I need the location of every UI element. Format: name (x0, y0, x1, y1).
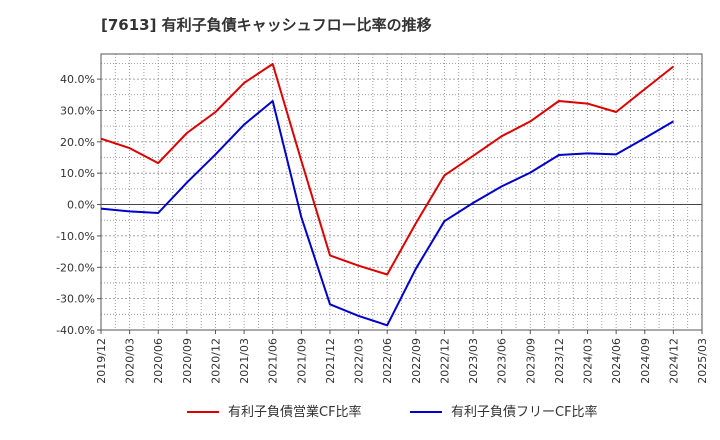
x-tick-label: 2023/12 (553, 338, 566, 384)
x-tick-label: 2025/03 (696, 338, 709, 384)
y-tick-label: 0.0% (67, 199, 95, 212)
y-tick-label: 20.0% (60, 136, 95, 149)
x-tick-label: 2019/12 (95, 338, 108, 384)
series-line-2 (100, 100, 674, 327)
y-tick-label: 40.0% (60, 73, 95, 86)
x-tick-label: 2021/09 (295, 338, 308, 384)
x-tick-label: 2021/12 (324, 338, 337, 384)
x-tick-label: 2020/12 (209, 338, 222, 384)
x-tick-label: 2024/12 (667, 338, 680, 384)
legend: 有利子負債営業CF比率 有利子負債フリーCF比率 (187, 404, 598, 420)
x-tick-label: 2020/09 (181, 338, 194, 384)
x-tick-label: 2022/12 (438, 338, 451, 384)
x-tick-label: 2024/09 (639, 338, 652, 384)
x-tick-label: 2022/03 (353, 338, 366, 384)
x-tick-label: 2023/09 (524, 338, 537, 384)
grid (101, 54, 702, 330)
x-tick-label: 2024/03 (582, 338, 595, 384)
chart-title: [7613] 有利子負債キャッシュフロー比率の推移 (101, 16, 432, 34)
x-tick-label: 2023/03 (467, 338, 480, 384)
x-tick-label: 2020/03 (124, 338, 137, 384)
series-layer (100, 63, 675, 327)
legend-label-1: 有利子負債営業CF比率 (228, 404, 362, 420)
series-line-1 (100, 63, 675, 276)
y-tick-label: -30.0% (56, 293, 95, 306)
y-tick-label: 30.0% (60, 104, 95, 117)
x-tick-label: 2020/06 (152, 338, 165, 384)
y-axis: 40.0% 30.0% 20.0% 10.0% 0.0% -10.0% -20.0% -30.… (56, 73, 101, 337)
x-tick-label: 2022/09 (410, 338, 423, 384)
y-tick-label: -20.0% (56, 261, 95, 274)
y-tick-label: -10.0% (56, 230, 95, 243)
plot-frame (100, 53, 703, 331)
x-tick-label: 2024/06 (610, 338, 623, 384)
legend-label-2: 有利子負債フリーCF比率 (451, 404, 598, 420)
y-tick-label: 10.0% (60, 167, 95, 180)
y-tick-label: -40.0% (56, 324, 95, 337)
x-tick-label: 2021/06 (267, 338, 280, 384)
x-axis: 2019/12 2020/03 2020/06 2020/09 2020/12 2021/… (95, 330, 709, 384)
x-tick-label: 2023/06 (496, 338, 509, 384)
x-tick-label: 2022/06 (381, 338, 394, 384)
x-tick-label: 2021/03 (238, 338, 251, 384)
